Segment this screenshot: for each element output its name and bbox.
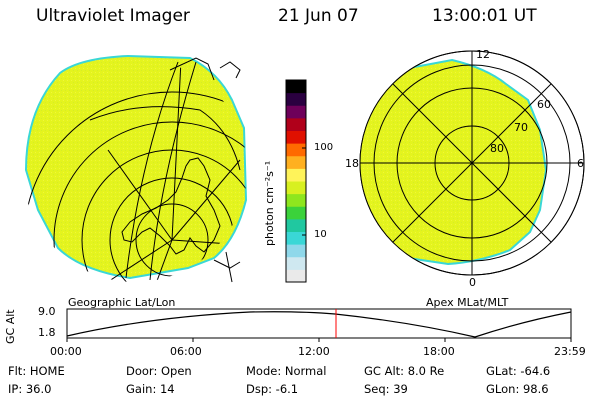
- info-mode: Mode: Normal: [246, 364, 327, 378]
- continent-outline: [121, 157, 221, 255]
- grid-overflow: [125, 57, 241, 283]
- mlt-label-0: 0: [469, 276, 476, 289]
- image-date: 21 Jun 07: [278, 6, 359, 26]
- colorbar-swatch: [286, 218, 306, 232]
- colorbar-swatch: [286, 256, 306, 270]
- geographic-emission-region: [24, 54, 248, 280]
- info-ip: IP: 36.0: [8, 382, 52, 396]
- info-seq: Seq: 39: [364, 382, 408, 396]
- colorbar-swatch: [286, 155, 306, 169]
- app-title: Ultraviolet Imager: [36, 6, 190, 26]
- geographic-grid: [23, 58, 247, 282]
- info-door: Door: Open: [126, 364, 192, 378]
- colorbar-frame: [285, 79, 307, 283]
- altitude-xtick-0600: 06:00: [170, 345, 202, 358]
- mlt-label-6: 6: [577, 157, 584, 170]
- colorbar-swatch: [286, 143, 306, 157]
- altitude-xtick-0000: 00:00: [50, 345, 82, 358]
- colorbar-swatch: [286, 105, 306, 119]
- colorbar-swatch: [286, 269, 306, 283]
- mlat-label-80: 80: [490, 142, 504, 155]
- colorbar-swatch: [286, 181, 306, 195]
- geographic-label: Geographic Lat/Lon: [68, 296, 176, 309]
- colorbar-tick-100: 100: [314, 142, 334, 153]
- colorbar-unit-label: photon cm⁻²s⁻¹: [263, 160, 276, 246]
- info-gc-alt: GC Alt: 8.0 Re: [364, 364, 445, 378]
- altitude-ytick-bottom: 1.8: [38, 326, 56, 339]
- info-glon: GLon: 98.6: [486, 382, 549, 396]
- magnetic-grid: [359, 50, 585, 276]
- altitude-ylabel: GC Alt: [4, 309, 17, 344]
- colorbar-swatch: [286, 168, 306, 182]
- colorbar-swatch: [286, 193, 306, 207]
- info-gain: Gain: 14: [126, 382, 175, 396]
- colorbar-tick-10: 10: [314, 229, 327, 240]
- magnetic-image: [359, 50, 585, 276]
- info-glat: GLat: -64.6: [486, 364, 551, 378]
- altitude-xtick-1200: 12:00: [298, 345, 330, 358]
- colorbar-swatch: [286, 80, 306, 94]
- colorbar-swatch: [286, 231, 306, 245]
- mlat-label-60: 60: [537, 98, 551, 111]
- apex-label: Apex MLat/MLT: [426, 296, 509, 309]
- image-time: 13:00:01 UT: [432, 6, 537, 26]
- mlt-label-12: 12: [476, 48, 490, 61]
- colorbar-swatch: [286, 244, 306, 258]
- altitude-xtick-2359: 23:59: [554, 345, 586, 358]
- mlat-label-70: 70: [514, 121, 528, 134]
- colorbar-swatch: [286, 92, 306, 106]
- info-filter: Flt: HOME: [8, 364, 65, 378]
- colorbar-swatch: [286, 130, 306, 144]
- info-dsp: Dsp: -6.1: [246, 382, 299, 396]
- altitude-curve: [66, 311, 572, 338]
- colorbar-swatch: [286, 206, 306, 220]
- mlt-label-18: 18: [345, 157, 359, 170]
- altitude-plot: [66, 308, 572, 342]
- colorbar-swatch: [286, 117, 306, 131]
- altitude-ytick-top: 9.0: [38, 305, 56, 318]
- altitude-xtick-1800: 18:00: [423, 345, 455, 358]
- geographic-image: [23, 54, 248, 283]
- colorbar: [285, 79, 307, 283]
